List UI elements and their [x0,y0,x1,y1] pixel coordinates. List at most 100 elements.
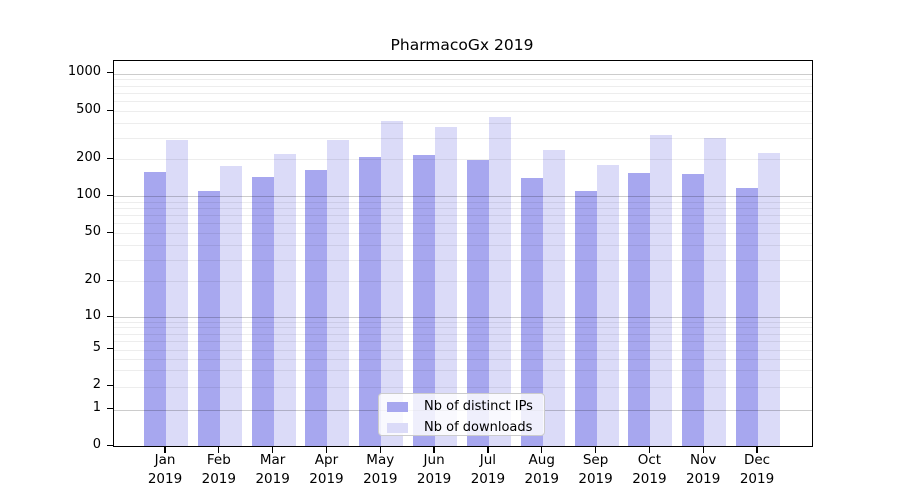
x-tick-label-month: Apr [314,452,339,468]
y-gridline-minor [114,244,812,246]
x-tick-label: May 2019 [348,451,412,489]
x-tick-label-year: 2019 [416,471,452,487]
x-tick-label: Dec 2019 [725,451,789,489]
y-tick [107,72,113,74]
y-tick-label: 2 [92,377,101,392]
legend-item: Nb of downloads [387,419,544,436]
y-tick [107,315,113,317]
y-tick-label: 20 [84,271,101,287]
x-tick-label-month: Jul [479,452,497,468]
y-tick [107,279,113,281]
chart-title: PharmacoGx 2019 [390,36,534,54]
x-tick [218,446,220,453]
x-tick-label-month: Sep [582,452,609,468]
x-tick-label-month: Oct [637,452,662,468]
x-tick-label-year: 2019 [632,471,667,487]
bar-distinct-ips [144,171,166,446]
y-tick-label: 0 [92,436,101,452]
legend-label: Nb of downloads [424,420,533,435]
y-tick [107,385,113,387]
y-gridline-minor [114,215,812,217]
y-gridline-minor [114,349,812,351]
x-tick-label: Jun 2019 [402,451,466,489]
y-gridline-minor [114,85,812,87]
bar-downloads [542,150,565,446]
x-tick-label-month: Feb [206,452,231,468]
x-tick-label-month: Aug [528,452,555,468]
bar-distinct-ips [520,178,543,446]
y-gridline-minor [114,340,812,342]
legend-swatch-icon [387,422,408,433]
y-tick [107,348,113,350]
y-tick [107,408,113,410]
x-tick-label-year: 2019 [255,471,290,487]
x-tick [433,446,435,453]
y-tick [107,444,113,446]
y-gridline-minor [114,79,812,81]
x-tick-label-month: Jan [154,452,176,468]
x-tick [487,446,489,453]
bar-distinct-ips [251,176,274,446]
x-tick-label: Oct 2019 [617,451,681,489]
y-gridline-minor [114,111,812,112]
x-tick-label-month: Mar [259,452,286,468]
x-tick [541,446,543,453]
x-tick [379,446,381,453]
x-tick-label-year: 2019 [524,471,559,487]
y-gridline-minor [114,333,812,335]
x-tick-label-month: Jun [423,452,445,468]
y-gridline-minor [114,259,812,261]
x-tick-label: Sep 2019 [564,451,628,489]
y-tick-label: 1000 [67,64,101,79]
x-tick-label-year: 2019 [578,471,613,487]
bar-downloads [758,153,781,446]
bar-downloads [327,139,350,446]
x-tick [325,446,328,453]
x-tick [164,446,166,453]
bar-distinct-ips [359,156,382,446]
x-tick-label: Nov 2019 [671,451,735,489]
bar-downloads [381,121,404,446]
y-tick [107,194,113,196]
legend: Nb of distinct IPs Nb of downloads [378,393,545,436]
plot-area [113,60,813,447]
bar-distinct-ips [413,155,436,446]
x-tick-label: Mar 2019 [241,451,305,489]
x-tick [648,446,651,453]
y-tick-label: 500 [76,101,101,117]
y-gridline-minor [114,281,812,282]
x-tick-label: Aug 2019 [510,451,574,489]
y-gridline-minor [114,92,812,94]
y-gridline-minor [114,201,812,203]
y-tick-label: 100 [76,186,101,202]
y-gridline-minor [114,370,812,372]
y-gridline-minor [114,207,812,209]
bar-downloads [488,117,511,446]
y-tick-label: 200 [76,149,101,165]
legend-item: Nb of distinct IPs [387,398,544,415]
y-gridline-minor [114,159,812,160]
y-tick-label: 10 [84,307,101,323]
y-tick-label: 1 [92,400,101,415]
x-tick-label-year: 2019 [739,471,775,487]
y-gridline-minor [114,223,812,225]
x-tick-label-year: 2019 [309,471,344,487]
bar-downloads [273,153,296,446]
x-tick-label-year: 2019 [363,471,398,487]
y-tick [107,157,113,159]
x-tick-label-year: 2019 [201,471,236,487]
x-tick-label-year: 2019 [686,471,721,487]
bar-downloads [166,139,188,446]
y-gridline-major [114,317,812,318]
x-tick-label: Jul 2019 [456,451,520,489]
x-tick [271,446,274,453]
x-tick [756,446,758,453]
bar-downloads [435,126,458,446]
y-gridline-minor [114,386,812,388]
y-tick [107,109,113,111]
x-tick-label: Feb 2019 [187,451,251,489]
x-tick-label: Apr 2019 [294,451,358,489]
legend-label: Nb of distinct IPs [424,399,533,414]
y-gridline-minor [114,233,812,234]
